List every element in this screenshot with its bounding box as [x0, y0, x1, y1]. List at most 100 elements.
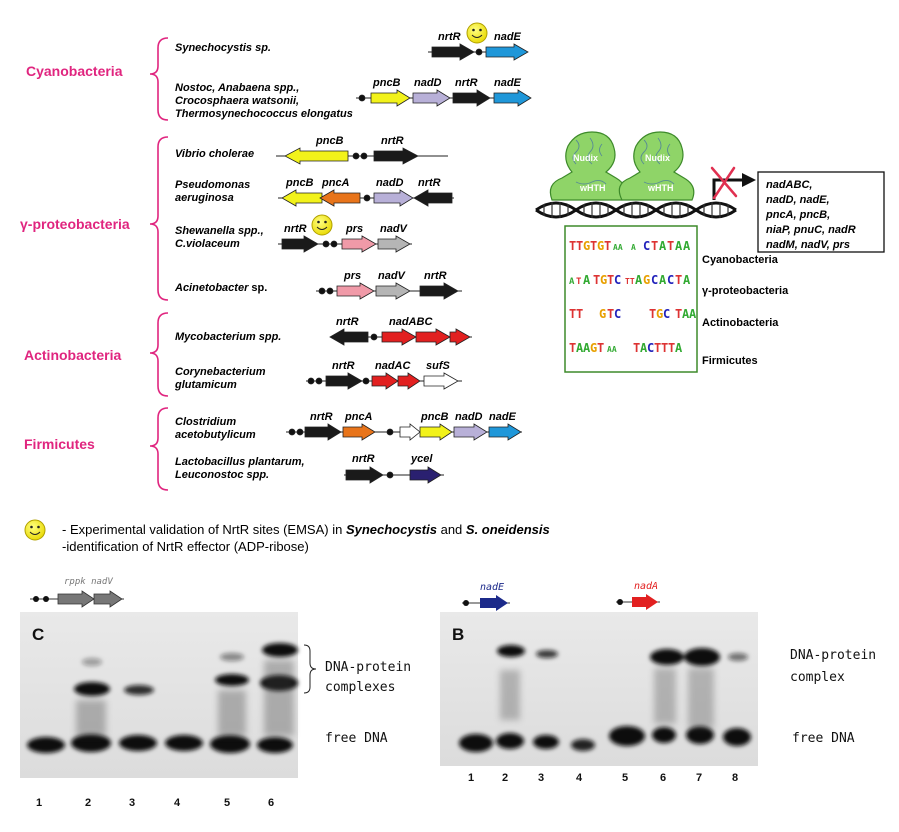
org-nostoc-2: Crocosphaera watsonii,: [175, 95, 299, 107]
svg-text:A: A: [675, 239, 683, 253]
svg-text:A: A: [635, 273, 643, 287]
gene-arrow-pncB: [284, 147, 349, 165]
lane-number: 4: [174, 797, 181, 809]
svg-text:A: A: [689, 307, 697, 321]
svg-text:T: T: [597, 341, 604, 355]
svg-text:A: A: [631, 243, 636, 252]
svg-text:T: T: [576, 239, 583, 253]
org-lactobacillus-1: Lactobacillus plantarum,: [175, 456, 305, 468]
smiley-icon: [466, 22, 488, 44]
svg-text:A: A: [583, 273, 591, 287]
gene-label: nrtR: [418, 177, 441, 189]
gene-arrow-nrtR: [413, 189, 453, 207]
org-lactobacillus-2: Leuconostoc spp.: [175, 469, 269, 481]
gene-arrow-nadD: [412, 89, 451, 107]
gene-label: nadE: [489, 411, 517, 423]
gene-arrow-nadE: [485, 43, 529, 61]
svg-text:TT: TT: [625, 277, 635, 286]
gene-arrow-prs: [341, 235, 377, 253]
svg-text:T: T: [576, 277, 582, 287]
gene-label: nrtR: [332, 360, 355, 372]
gene-label: nadD: [455, 411, 483, 423]
legend: - Experimental validation of NrtR sites …: [24, 519, 550, 554]
svg-text:C: C: [663, 307, 670, 321]
svg-text:T: T: [633, 341, 640, 355]
svg-text:T: T: [576, 307, 583, 321]
cross-icon: [710, 166, 738, 200]
gene-arrow-ycel: [409, 466, 442, 484]
org-nostoc-3: Thermosynechococcus elongatus: [175, 108, 353, 120]
nudix-label: Nudix: [645, 153, 670, 163]
sequence-logo-gamma: A T A T G T C TT A G C A C T A: [569, 273, 691, 287]
gene-label: pncA: [321, 177, 350, 189]
svg-text:A: A: [583, 341, 591, 355]
gene-label: nadD: [376, 177, 404, 189]
svg-text:T: T: [651, 239, 658, 253]
gel-b-bands: [459, 645, 751, 752]
svg-text:G: G: [597, 239, 604, 253]
group-label-actinobacteria: Actinobacteria: [24, 347, 121, 363]
transcription-arrow-icon: [712, 178, 744, 200]
gel-panel-c: rppk nadV C DNA-protein complexes free D…: [20, 577, 411, 809]
gene-label: pncA: [344, 411, 373, 423]
gene-arrow-nadD: [453, 423, 488, 441]
gene-label: pncB: [315, 135, 344, 147]
gene-arrow-sufS: [423, 372, 459, 390]
svg-text:T: T: [668, 341, 675, 355]
logo-label-gamma-proteobacteria: γ-proteobacteria: [702, 285, 789, 297]
group-braces: [149, 37, 169, 491]
gene-label: nadABC: [389, 316, 433, 328]
svg-text:T: T: [675, 273, 682, 287]
logo-label-firmicutes: Firmicutes: [702, 355, 758, 367]
svg-text:A: A: [683, 273, 691, 287]
gene-label: nrtR: [438, 31, 461, 43]
svg-text:T: T: [661, 341, 668, 355]
gene-label: pncB: [372, 77, 401, 89]
gel-c-bands: [27, 643, 298, 753]
svg-text:T: T: [593, 273, 600, 287]
svg-text:A: A: [640, 341, 648, 355]
gene-arrow-nadC: [397, 372, 421, 390]
svg-text:G: G: [583, 239, 590, 253]
gene-arrow-nadD: [373, 189, 414, 207]
protein-dimer-icon: [549, 131, 695, 201]
gene-label: nrtR: [336, 316, 359, 328]
smiley-icon: [24, 519, 46, 541]
svg-text:G: G: [590, 341, 597, 355]
gene-arrow-nrtR: [325, 372, 363, 390]
sequence-logo-cyanobacteria: T T G T G T AA A C T A T A A: [569, 239, 691, 253]
gene-arrow-nadV: [375, 282, 411, 300]
gel-c-lane-numbers: 1 2 3 4 5 6: [36, 797, 274, 809]
operon-diagrams: [276, 22, 532, 484]
gel-c-free-dna-label: free DNA: [325, 731, 388, 746]
wHTH-label: wHTH: [579, 183, 606, 193]
gene-arrow-pncA: [342, 423, 376, 441]
svg-text:AA: AA: [613, 243, 623, 252]
svg-text:A: A: [576, 341, 584, 355]
gene-arrow-nadA: [381, 328, 417, 346]
lane-number: 3: [129, 797, 135, 809]
smiley-icon: [311, 214, 333, 236]
org-clostridium-2: acetobutylicum: [175, 429, 256, 441]
sequence-logo-firmicutes: T A A G T AA T A C T T T A: [569, 341, 683, 355]
lane-number: 8: [732, 772, 738, 784]
gene-label: sufS: [426, 360, 451, 372]
lane-number: 6: [268, 797, 274, 809]
gene-label: nadE: [494, 77, 522, 89]
gene-label: nrtR: [352, 453, 375, 465]
dna-helix-icon: [535, 201, 737, 219]
gene-label: prs: [343, 270, 361, 282]
gene-label: nadE: [494, 31, 522, 43]
lane-number: 5: [224, 797, 230, 809]
brace-firmicutes: [149, 407, 169, 491]
gel-b-panel-letter: B: [452, 625, 464, 644]
nrtr-model: Nudix Nudix wHTH wHTH nadABC, nadD, nadE…: [535, 131, 885, 373]
gene-arrow-nrtR: [304, 423, 342, 441]
gene-arrow-nadE: [488, 423, 522, 441]
svg-text:T: T: [675, 307, 682, 321]
svg-text:T: T: [604, 239, 611, 253]
brace-cyanobacteria: [149, 37, 169, 121]
